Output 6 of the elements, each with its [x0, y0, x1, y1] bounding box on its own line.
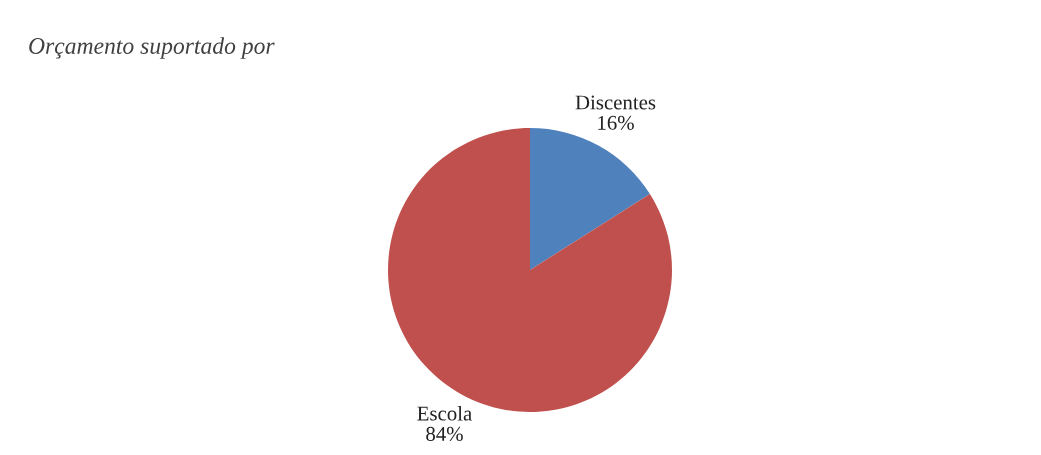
- data-label: 84%: [426, 426, 463, 441]
- slice-label: Escola: [417, 405, 472, 421]
- data-label: 16%: [598, 115, 634, 130]
- pie-slice: [530, 128, 650, 270]
- text: Orçamento suportado por: [29, 37, 275, 59]
- slice-label: Discentes: [575, 95, 656, 110]
